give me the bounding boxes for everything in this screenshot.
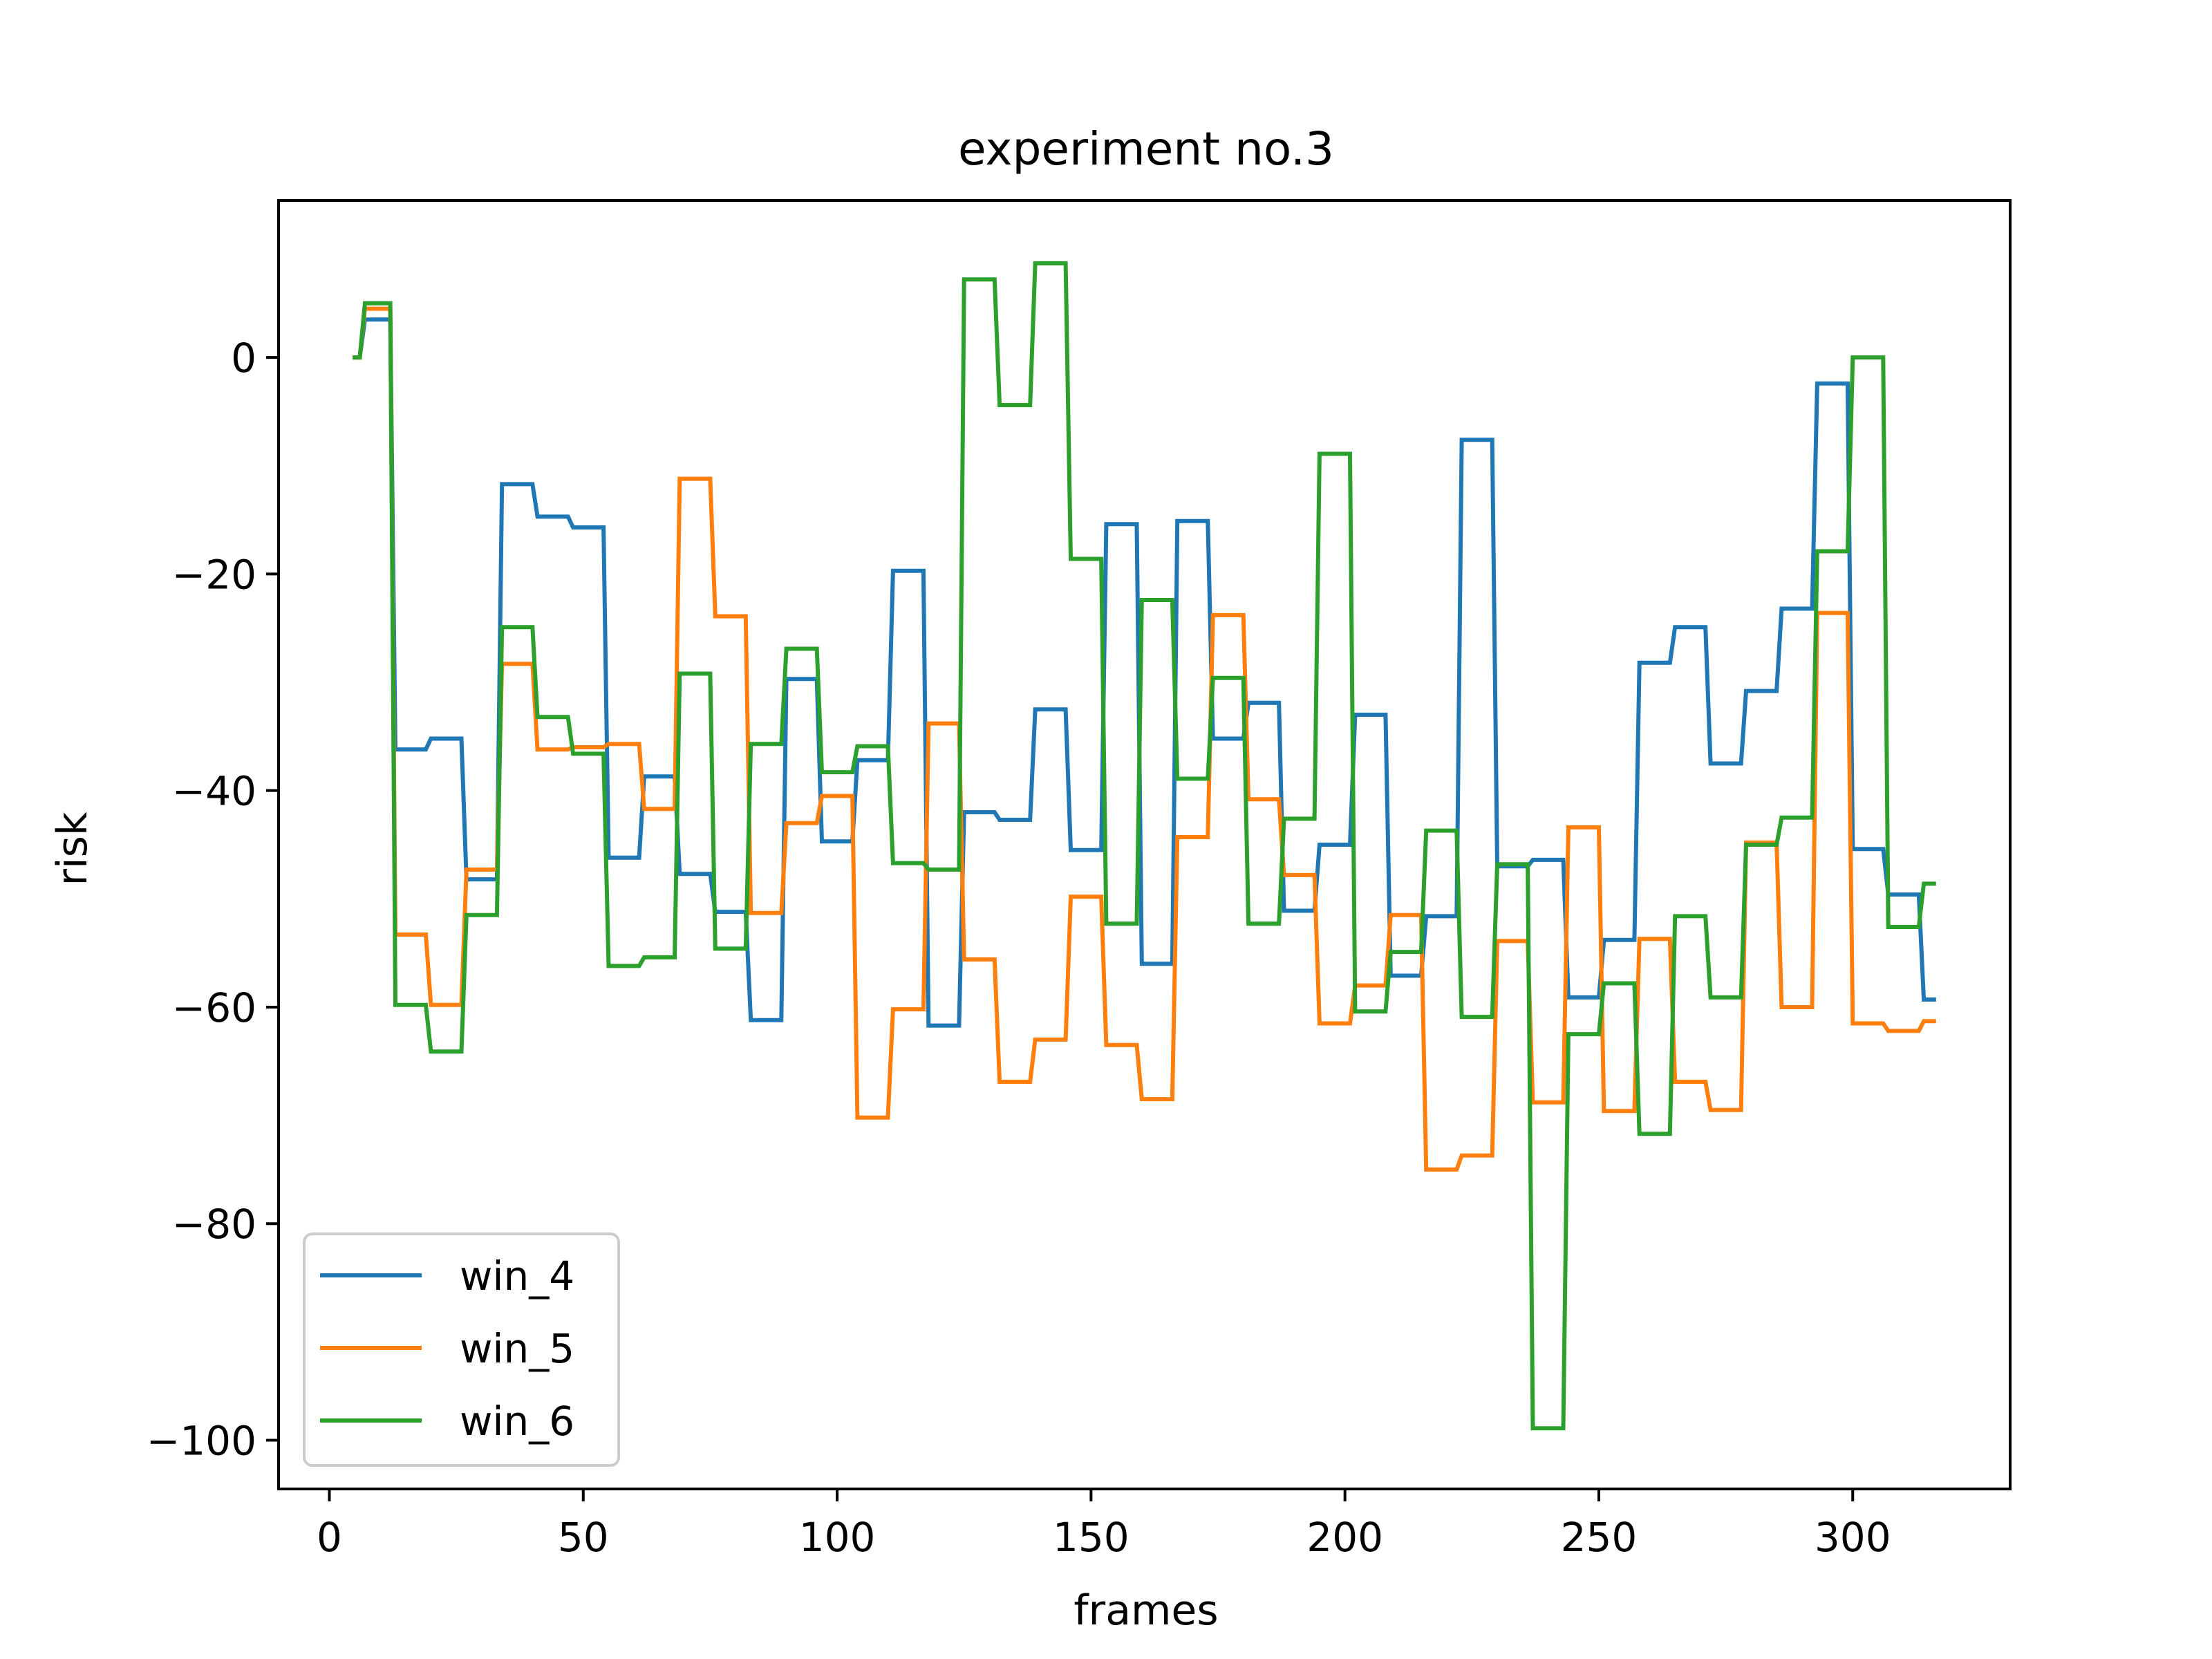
x-tick-label: 250 xyxy=(1561,1514,1638,1561)
y-tick-label: −20 xyxy=(172,551,256,598)
series-line-win_5 xyxy=(353,306,1936,1172)
x-axis: 0 50 100 150 200 250 300 xyxy=(317,1489,1891,1561)
legend: win_4 win_5 win_6 xyxy=(303,1232,620,1467)
series-layer xyxy=(353,261,1936,1431)
x-tick-label: 300 xyxy=(1815,1514,1891,1561)
y-tick-label: −60 xyxy=(172,984,256,1031)
y-tick-label: −40 xyxy=(172,768,256,815)
x-axis-label: frames xyxy=(1074,1586,1218,1635)
legend-label-win_4: win_4 xyxy=(460,1253,574,1300)
plot-frame xyxy=(277,199,2012,1490)
x-tick-label: 150 xyxy=(1053,1514,1130,1561)
x-tick-label: 50 xyxy=(558,1514,609,1561)
y-tick-label: −100 xyxy=(147,1418,256,1465)
y-tick-label: −80 xyxy=(172,1201,256,1248)
legend-label-win_6: win_6 xyxy=(460,1398,574,1445)
x-tick-label: 200 xyxy=(1306,1514,1383,1561)
x-tick-label: 100 xyxy=(799,1514,876,1561)
y-tick-label: 0 xyxy=(231,335,256,382)
x-tick-label: 0 xyxy=(317,1514,342,1561)
y-axis: 0 −20 −40 −60 −80 −100 xyxy=(147,335,279,1465)
series-line-win_6 xyxy=(353,261,1936,1431)
legend-box xyxy=(303,1232,620,1467)
chart-title: experiment no.3 xyxy=(958,122,1334,176)
y-axis-label: risk xyxy=(48,812,97,886)
legend-label-win_5: win_5 xyxy=(460,1325,574,1372)
